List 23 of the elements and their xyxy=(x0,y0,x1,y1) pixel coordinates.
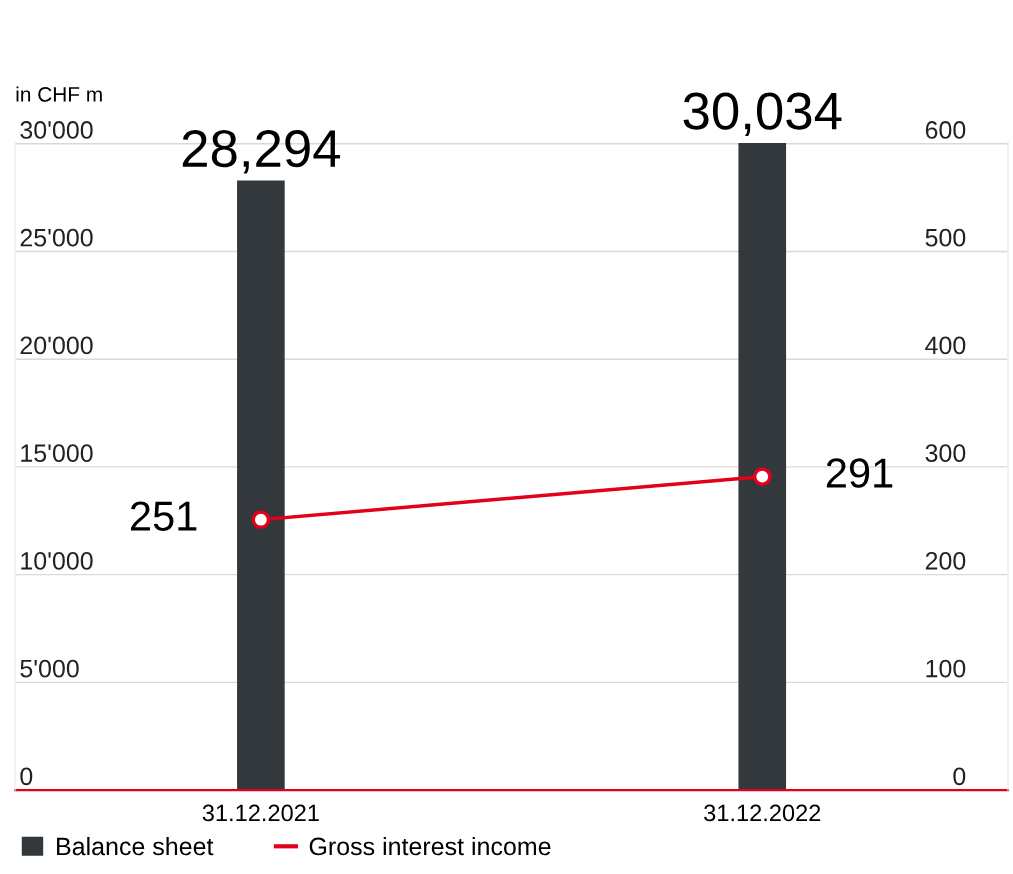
x-tick-label: 31.12.2022 xyxy=(704,804,821,822)
y-tick-label: 30'000 xyxy=(20,121,93,139)
y2-tick-label: 300 xyxy=(925,444,966,462)
y2-tick-label: 0 xyxy=(953,767,966,786)
y-tick-label: 15'000 xyxy=(21,444,93,462)
y-tick-label: 10'000 xyxy=(21,552,93,570)
y-tick-label: 20'000 xyxy=(20,336,93,355)
y2-tick-label: 200 xyxy=(925,552,966,570)
legend-label: Gross interest income xyxy=(309,836,551,856)
y2-tick-label: 100 xyxy=(926,659,966,678)
data-label: 30,034 xyxy=(683,92,842,137)
y2-tick-label: 600 xyxy=(925,121,966,139)
y-tick-label: 25'000 xyxy=(20,228,93,247)
y-tick-label: 5'000 xyxy=(20,659,79,678)
y-tick-label: 0 xyxy=(20,767,33,786)
data-label: 28,294 xyxy=(182,129,341,174)
data-label: 291 xyxy=(826,458,893,488)
y-axis-title: in CHF m xyxy=(16,86,102,102)
x-tick-label: 31.12.2021 xyxy=(202,804,319,822)
y2-tick-label: 400 xyxy=(925,336,966,355)
legend-label: Balance sheet xyxy=(57,836,214,856)
data-label: 251 xyxy=(130,501,197,531)
y2-tick-label: 500 xyxy=(925,228,966,247)
